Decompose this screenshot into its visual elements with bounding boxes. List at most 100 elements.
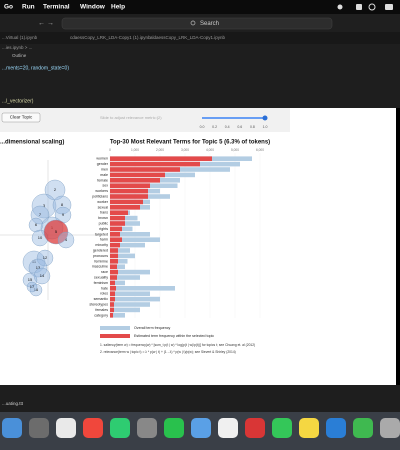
term-label[interactable]: pronouns — [93, 254, 108, 258]
bar — [110, 242, 145, 248]
x-tick-label: 1,000 — [131, 148, 139, 152]
dock-icon[interactable] — [29, 418, 49, 438]
bar-chart: 0 1,000 2,000 3,000 4,000 5,000 6,000womengend… — [89, 148, 264, 354]
clear-topic-button[interactable] — [1, 112, 41, 123]
term-label[interactable]: male — [100, 173, 108, 177]
term-label[interactable]: sexuality — [94, 275, 108, 279]
editor — [0, 44, 400, 108]
bar — [110, 188, 148, 194]
search-box[interactable] — [61, 17, 333, 30]
tab[interactable]: ...Virtual (1).ipynb — [2, 35, 38, 40]
term-label[interactable]: gendered — [93, 248, 108, 252]
term-label[interactable]: women — [96, 157, 108, 161]
x-tick-label: 2,000 — [156, 148, 164, 152]
bar — [110, 286, 175, 291]
bar — [110, 302, 150, 307]
term-label[interactable]: brown — [98, 216, 108, 220]
topic-bubble[interactable] — [28, 217, 44, 233]
term-label[interactable]: trans — [100, 211, 108, 215]
search-text[interactable]: Search — [200, 21, 219, 27]
dock-icon[interactable] — [83, 418, 103, 438]
topic-bubble[interactable] — [31, 193, 57, 219]
slider-tick-label: 0.4 — [225, 125, 230, 129]
bar — [110, 259, 118, 264]
topic-bubble[interactable] — [43, 219, 69, 245]
topic-bubble[interactable] — [22, 272, 38, 288]
menu-item[interactable]: Terminal — [43, 4, 70, 11]
dock-icon[interactable] — [191, 418, 211, 438]
term-label[interactable]: men — [101, 167, 108, 171]
bar — [110, 275, 140, 280]
topic-label: 8 — [61, 202, 64, 207]
term-label[interactable]: feminism — [94, 281, 108, 285]
topic-bubble[interactable] — [44, 179, 66, 201]
topic-bubble[interactable] — [26, 281, 38, 293]
bar — [110, 199, 143, 205]
legend-label: Estimated term frequency within the sele… — [134, 334, 214, 338]
term-label[interactable]: stereotypes — [89, 302, 108, 306]
topic-label: 3 — [43, 203, 46, 208]
bar — [110, 286, 116, 291]
term-label[interactable]: females — [95, 308, 108, 312]
outline-label[interactable]: Outline — [12, 53, 27, 58]
term-label[interactable]: semantic — [94, 297, 109, 301]
bar — [110, 280, 125, 286]
slider-handle[interactable] — [262, 115, 268, 121]
bar — [110, 264, 117, 269]
term-label[interactable]: female — [97, 178, 108, 182]
bar — [110, 226, 122, 232]
term-label[interactable]: gender — [97, 162, 109, 166]
term-label[interactable]: workers — [95, 189, 108, 193]
term-label[interactable]: harm — [100, 238, 108, 242]
term-label[interactable]: roles — [100, 292, 108, 296]
clear-topic-label[interactable]: Clear Topic — [10, 115, 33, 120]
bar — [110, 210, 128, 215]
menu-item[interactable]: Run — [22, 4, 35, 11]
menu-item[interactable]: Help — [111, 4, 125, 11]
topic-bubble[interactable] — [33, 267, 51, 285]
term-label[interactable]: targeted — [95, 232, 108, 236]
dock-icon[interactable] — [56, 418, 76, 438]
term-label[interactable]: worker — [97, 200, 109, 204]
dock-icon[interactable] — [272, 418, 292, 438]
term-label[interactable]: rights — [99, 227, 108, 231]
slider[interactable]: 0.0 0.2 0.4 0.6 0.8 1.0 — [200, 115, 268, 129]
topic-bubble[interactable] — [52, 195, 72, 215]
term-label[interactable]: category — [94, 313, 108, 317]
topic-bubble[interactable] — [22, 250, 46, 274]
dock-icon[interactable] — [299, 418, 319, 438]
term-label[interactable]: feminine — [94, 259, 108, 263]
term-label[interactable]: public — [99, 221, 109, 225]
nav-arrows[interactable]: ← → — [38, 20, 54, 27]
topic-bubble[interactable] — [28, 258, 48, 278]
dock-icon[interactable] — [326, 418, 346, 438]
topic-label: 4 — [65, 237, 68, 242]
term-label[interactable]: masculine — [92, 265, 108, 269]
term-label[interactable]: sex — [102, 184, 108, 188]
dock-icon[interactable] — [137, 418, 157, 438]
dock-icon[interactable] — [110, 418, 130, 438]
term-label[interactable]: politicians — [92, 194, 108, 198]
bar — [110, 259, 128, 264]
dock-icon[interactable] — [380, 418, 400, 438]
code-line: ...l_vectorizer) — [2, 98, 34, 104]
term-label[interactable]: sexual — [98, 205, 109, 209]
term-label[interactable]: minority — [95, 243, 108, 247]
term-label[interactable]: hate — [101, 286, 108, 290]
topic-bubble[interactable] — [30, 205, 50, 225]
menu-item[interactable]: Go — [4, 4, 13, 11]
bar — [110, 307, 114, 313]
dock-icon[interactable] — [245, 418, 265, 438]
bar — [110, 291, 150, 296]
topic-bubble[interactable] — [57, 231, 75, 249]
terminal-text: ...uating.ttt — [2, 401, 24, 406]
term-label[interactable]: race — [101, 270, 108, 274]
tab[interactable]: aldaessCopy_LRK_LDA-Copy1.ipynb — [150, 35, 226, 40]
dock-icon[interactable] — [2, 418, 22, 438]
tab[interactable]: cdaessCopy_LRK_LDA-Copy1 (1).ipynb — [70, 35, 151, 40]
menu-item[interactable]: Window — [80, 4, 106, 11]
dock-icon[interactable] — [218, 418, 238, 438]
dock-icon[interactable] — [164, 418, 184, 438]
dock-icon[interactable] — [353, 418, 373, 438]
topic-bubble[interactable] — [36, 249, 54, 267]
